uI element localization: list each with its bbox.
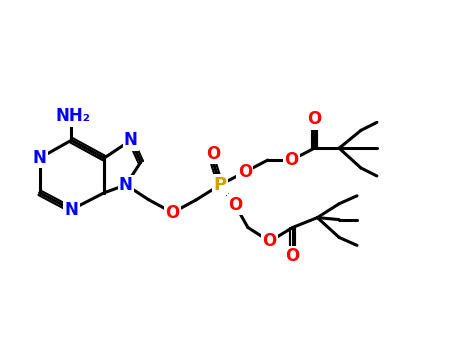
Text: N: N (124, 131, 138, 149)
Text: N: N (65, 201, 78, 219)
Text: O: O (285, 151, 299, 169)
Text: NH₂: NH₂ (56, 107, 91, 125)
Text: O: O (238, 163, 252, 181)
Text: O: O (206, 145, 220, 163)
Text: N: N (33, 149, 47, 167)
Text: O: O (307, 110, 322, 129)
Text: O: O (285, 247, 300, 265)
Text: P: P (214, 176, 227, 194)
Text: O: O (263, 233, 277, 250)
Text: N: N (119, 176, 133, 194)
Text: O: O (228, 196, 242, 214)
Text: O: O (165, 204, 180, 222)
